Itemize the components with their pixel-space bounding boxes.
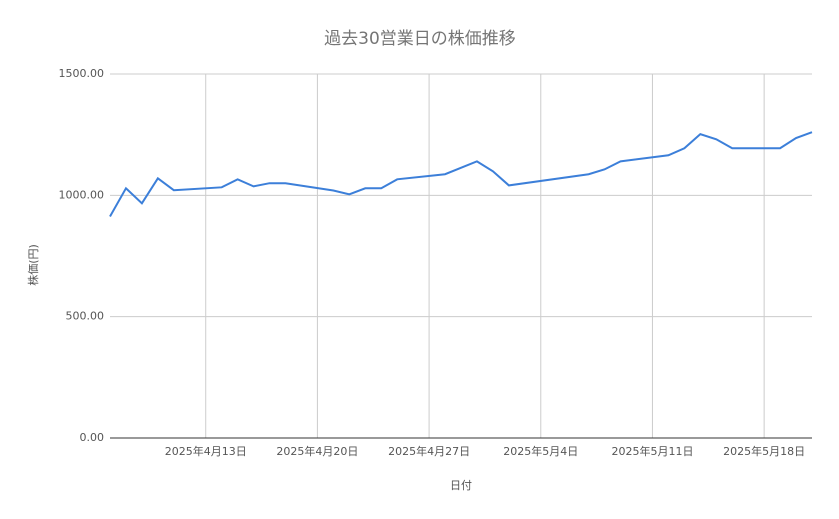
x-tick-label: 2025年4月27日 (388, 444, 470, 458)
y-axis-label: 株価(円) (26, 244, 40, 286)
line-series (109, 131, 813, 217)
x-tick-label: 2025年5月11日 (611, 444, 693, 458)
x-tick-label: 2025年4月13日 (165, 444, 247, 458)
y-tick-label: 1000.00 (59, 188, 105, 201)
y-tick-label: 1500.00 (59, 67, 105, 80)
x-tick-label: 2025年5月18日 (723, 444, 805, 458)
y-tick-label: 500.00 (66, 310, 105, 323)
chart-title: 過去30営業日の株価推移 (324, 29, 516, 49)
x-tick-label: 2025年4月20日 (276, 444, 358, 458)
y-tick-label: 0.00 (80, 431, 105, 444)
x-tick-label: 2025年5月4日 (503, 444, 578, 458)
x-axis-label: 日付 (450, 479, 472, 492)
